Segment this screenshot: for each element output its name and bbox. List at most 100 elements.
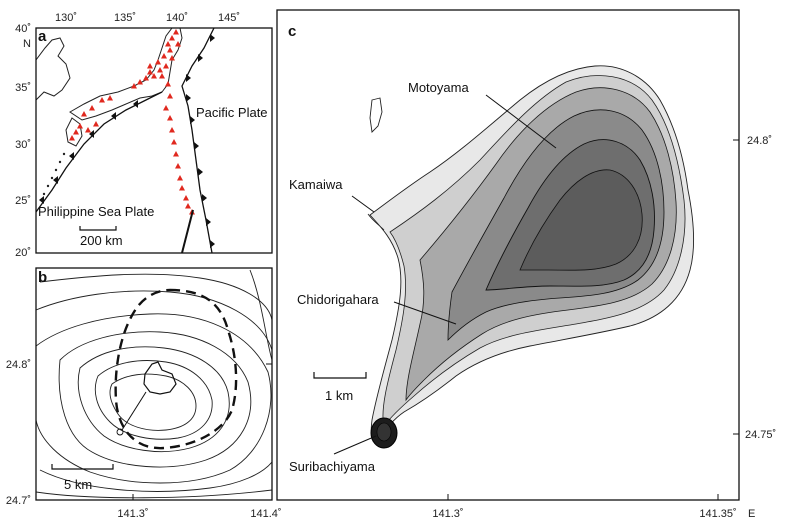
trench-teeth	[39, 34, 215, 248]
place-label-suribachiyama: Suribachiyama	[289, 459, 376, 474]
scale-label-b: 5 km	[64, 477, 92, 492]
volcano-marker	[183, 195, 189, 201]
volcano-marker	[165, 41, 171, 47]
volcano-marker	[107, 95, 113, 101]
volcano-marker	[93, 121, 99, 127]
volcano-marker	[179, 185, 185, 191]
suribachi-tip	[116, 428, 124, 436]
nankai-ryukyu-trench	[36, 91, 163, 213]
trench-tooth	[111, 112, 116, 120]
volcano-marker	[151, 73, 157, 79]
trench-tooth	[53, 176, 58, 184]
volcano-marker	[169, 35, 175, 41]
volcano-marker	[99, 97, 105, 103]
lon-tick: 141.3˚	[432, 508, 463, 520]
volcano-marker	[69, 135, 75, 141]
volcano-marker	[147, 63, 153, 69]
trench-tooth	[69, 152, 74, 160]
volcano-marker	[143, 75, 149, 81]
trench-tooth	[133, 100, 138, 108]
volcano-marker	[89, 105, 95, 111]
lon-tick: 145˚	[218, 12, 240, 24]
volcano-marker	[175, 41, 181, 47]
volcano-marker	[165, 81, 171, 87]
volcano-marker	[77, 123, 83, 129]
volcano-marker	[159, 73, 165, 79]
volcano-marker	[169, 127, 175, 133]
volcano-marker	[177, 175, 183, 181]
volcano-marker	[171, 139, 177, 145]
lat-tick: 40˚	[15, 23, 31, 35]
trench-tooth	[186, 94, 191, 102]
kamaiwa-islet	[369, 97, 383, 133]
panel-a: a 130˚ 135˚ 140˚ 145˚ 40˚ N 35˚ 30˚ 25˚ …	[15, 12, 273, 259]
lon-tick: 141.3˚	[117, 508, 148, 520]
place-label-chidorigahara: Chidorigahara	[297, 292, 379, 307]
panel-c-letter: c	[288, 23, 296, 40]
scale-label-a: 200 km	[80, 233, 123, 248]
lat-tick: 24.75˚	[745, 429, 776, 441]
lat-tick: 25˚	[15, 195, 31, 207]
trench-tooth	[210, 240, 215, 248]
pacific-plate-label: Pacific Plate	[196, 105, 268, 120]
volcano-marker	[137, 79, 143, 85]
trench-tooth	[210, 34, 215, 42]
scale-bar-b	[51, 464, 114, 470]
volcano-marker	[155, 59, 161, 65]
lat-tick: 20˚	[15, 247, 31, 259]
volcano-marker	[85, 127, 91, 133]
lat-tick: 30˚	[15, 139, 31, 151]
volcano-marker	[131, 83, 137, 89]
lat-tick: 35˚	[15, 82, 31, 94]
scale-label-c: 1 km	[325, 388, 353, 403]
place-label-kamaiwa: Kamaiwa	[289, 177, 343, 192]
north-label: N	[23, 38, 31, 50]
island-tail	[121, 391, 147, 431]
volcano-marker	[163, 105, 169, 111]
mainland-coast	[36, 37, 71, 101]
lon-tick: 140˚	[166, 12, 188, 24]
volcano-marker	[81, 111, 87, 117]
east-label: E	[748, 508, 755, 520]
trench-tooth	[190, 116, 195, 124]
volcano-markers	[69, 29, 195, 215]
volcano-marker	[167, 115, 173, 121]
trench-tooth	[186, 74, 191, 82]
volcano-marker	[73, 129, 79, 135]
scale-bar-c	[313, 372, 367, 379]
panel-b: b 24.8˚ 24.7˚ 141.3˚ 141.4˚ 5 km	[6, 267, 282, 520]
trench-tooth	[89, 130, 94, 138]
volcano-marker	[167, 93, 173, 99]
japan-honshu	[69, 28, 183, 121]
trench-tooth	[39, 196, 44, 204]
lon-tick: 141.4˚	[250, 508, 281, 520]
lon-tick: 141.35˚	[699, 508, 736, 520]
suribachiyama-inner	[376, 422, 392, 442]
volcano-marker	[161, 53, 167, 59]
volcano-marker	[157, 67, 163, 73]
volcano-marker	[147, 69, 153, 75]
trench-tooth	[198, 54, 203, 62]
volcano-marker	[173, 29, 179, 35]
leader-chidorigahara	[393, 301, 457, 325]
volcano-marker	[169, 55, 175, 61]
volcano-marker	[167, 47, 173, 53]
ryukyu-islands	[42, 152, 66, 196]
trench-tooth	[198, 168, 203, 176]
scale-bar-a	[79, 226, 117, 231]
lat-tick: 24.8˚	[747, 135, 772, 147]
japan-kyushu	[65, 117, 83, 147]
shore-line	[367, 213, 385, 231]
philippine-sea-plate-label: Philippine Sea Plate	[38, 204, 154, 219]
lat-tick: 24.8˚	[6, 359, 31, 371]
panel-a-letter: a	[38, 28, 47, 45]
volcano-marker	[175, 163, 181, 169]
volcano-marker	[185, 203, 191, 209]
location-arrow	[180, 209, 194, 253]
panel-b-letter: b	[38, 269, 47, 286]
lat-tick: 24.7˚	[6, 495, 31, 507]
iwo-jima-outline	[143, 361, 177, 395]
volcano-marker	[173, 151, 179, 157]
lon-tick: 130˚	[55, 12, 77, 24]
